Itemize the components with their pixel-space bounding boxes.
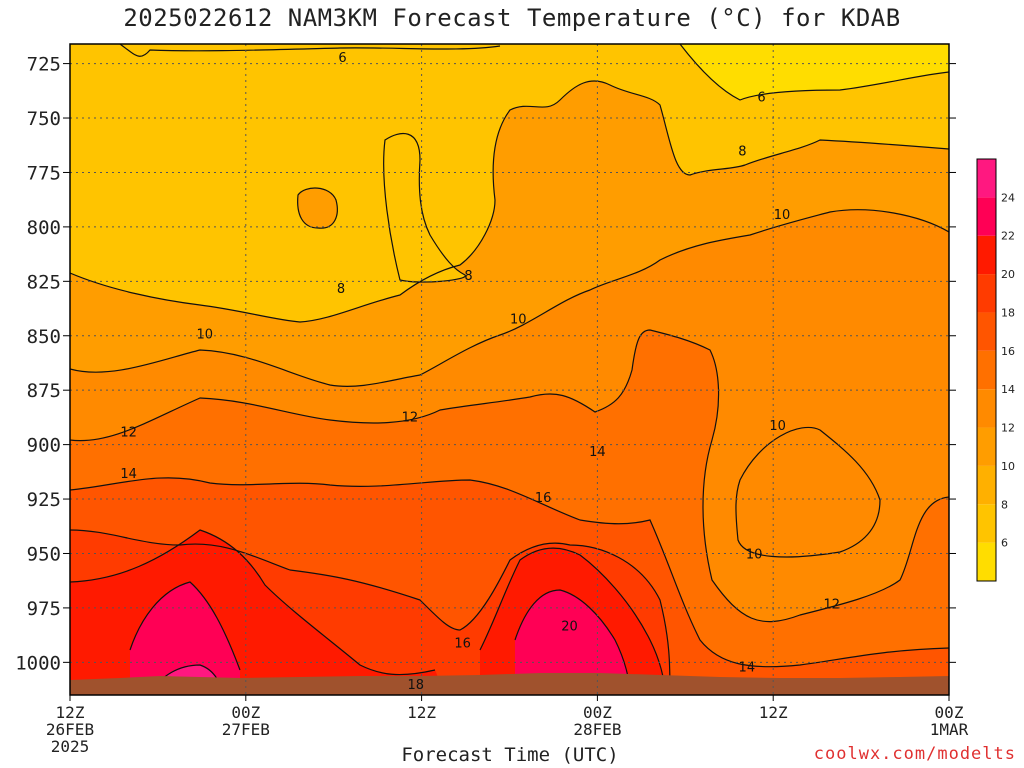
contour-label: 10 (746, 547, 763, 562)
contour-12 (70, 329, 949, 623)
colorbar-frame (976, 158, 997, 582)
colorbar-label: 20 (1001, 268, 1015, 281)
contour-label: 12 (402, 410, 419, 425)
contour-label: 14 (589, 445, 606, 460)
colorbar-swatch (977, 542, 996, 581)
colorbar-swatch (977, 427, 996, 466)
band-4-6 (680, 44, 949, 100)
contour-label: 8 (337, 282, 345, 297)
y-tick-label: 800 (27, 217, 61, 239)
x-axis-title: Forecast Time (UTC) (401, 744, 619, 766)
y-tick-label: 750 (27, 108, 61, 130)
y-tick-label: 725 (27, 54, 61, 76)
contour-10 (70, 209, 949, 387)
contour-8-blob (383, 133, 466, 283)
colorbar-label: 6 (1001, 537, 1008, 550)
y-tick-label: 775 (27, 162, 61, 184)
y-tick-label: 950 (27, 543, 61, 565)
source-credit[interactable]: coolwx.com/modelts (813, 744, 1016, 764)
x-tick-label: 12Z (759, 703, 788, 722)
contour-6-right (679, 44, 949, 101)
contour-label: 10 (197, 328, 214, 343)
contour-label: 6 (338, 51, 346, 66)
colorbar: 6 8 10 12 14 16 18 20 22 24 (976, 158, 1015, 582)
contour-label: 16 (454, 637, 471, 652)
colorbar-label: 10 (1001, 460, 1015, 473)
contour-18-left (70, 529, 436, 676)
colorbar-label: 14 (1001, 383, 1015, 396)
contour-label: 14 (120, 467, 137, 482)
chart-title: 2025022612 NAM3KM Forecast Temperature (… (123, 4, 901, 32)
colorbar-swatch (977, 389, 996, 428)
colorbar-label: 8 (1001, 498, 1008, 511)
band-10-12-blob (735, 427, 880, 557)
colorbar-label: 22 (1001, 230, 1015, 243)
contour-14 (70, 477, 949, 668)
contour-20-left (129, 581, 241, 671)
x-tick-label: 2025 (51, 737, 90, 756)
colorbar-label: 16 (1001, 345, 1015, 358)
contour-lines (70, 44, 949, 695)
contour-label: 18 (407, 678, 424, 693)
contour-label: 8 (464, 269, 472, 284)
x-tick-label: 27FEB (222, 720, 270, 739)
colorbar-swatch (977, 465, 996, 505)
band-20-22-right (515, 590, 630, 695)
x-tick-label: 1MAR (930, 720, 969, 739)
colorbar-swatch (977, 235, 996, 275)
colorbar-label: 18 (1001, 306, 1015, 319)
x-tick-label: 28FEB (573, 720, 621, 739)
x-tick-label: 00Z (935, 703, 964, 722)
colorbar-swatch (977, 159, 996, 198)
ground-surface (70, 673, 949, 695)
colorbar-swatch (977, 312, 996, 351)
contour-labels: 6 6 8 10 8 8 10 10 12 12 14 10 14 16 10 20 16 12 14 18 (120, 51, 840, 693)
contour-16 (70, 529, 671, 695)
contour-label: 10 (769, 419, 786, 434)
contour-label: 8 (738, 145, 746, 160)
colorbar-label: 24 (1001, 191, 1015, 204)
colorbar-swatch (977, 350, 996, 390)
y-tick-label: 1000 (15, 652, 61, 674)
contour-label: 10 (510, 312, 527, 327)
colorbar-swatch (977, 504, 996, 543)
y-tick-label: 900 (27, 435, 61, 457)
y-tick-label: 925 (27, 489, 61, 511)
contour-label: 14 (739, 661, 756, 676)
contour-label: 10 (774, 208, 791, 223)
colorbar-swatch (977, 197, 996, 236)
band-8-10-blob (297, 188, 338, 229)
x-tick-label: 26FEB (46, 720, 94, 739)
contour-8-upper (70, 80, 949, 323)
y-tick-label: 825 (27, 271, 61, 293)
x-tick-label: 12Z (407, 703, 436, 722)
contour-20-right (514, 589, 631, 695)
colorbar-label: 12 (1001, 422, 1015, 435)
contour-label: 12 (824, 598, 841, 613)
contour-label: 12 (120, 426, 137, 441)
x-tick-label: 00Z (231, 703, 260, 722)
y-tick-label: 875 (27, 380, 61, 402)
y-axis: 725 750 775 800 825 850 875 900 925 950 975 1000 (15, 54, 956, 674)
band-6-8-blob (383, 133, 466, 283)
contour-label: 6 (757, 90, 765, 105)
x-tick-label: 00Z (583, 703, 612, 722)
plot-frame (69, 43, 950, 696)
contour-18-right (479, 547, 666, 695)
contour-6-top (119, 44, 501, 57)
y-tick-label: 975 (27, 598, 61, 620)
contour-label: 16 (535, 491, 552, 506)
colorbar-swatch (977, 274, 996, 313)
x-tick-label: 12Z (56, 703, 85, 722)
y-tick-label: 850 (27, 326, 61, 348)
band-6-8-upper (70, 44, 949, 322)
contour-10-blob (735, 426, 881, 558)
plot-area (70, 44, 949, 695)
contour-label: 20 (561, 619, 578, 634)
contour-8-small (297, 187, 338, 229)
